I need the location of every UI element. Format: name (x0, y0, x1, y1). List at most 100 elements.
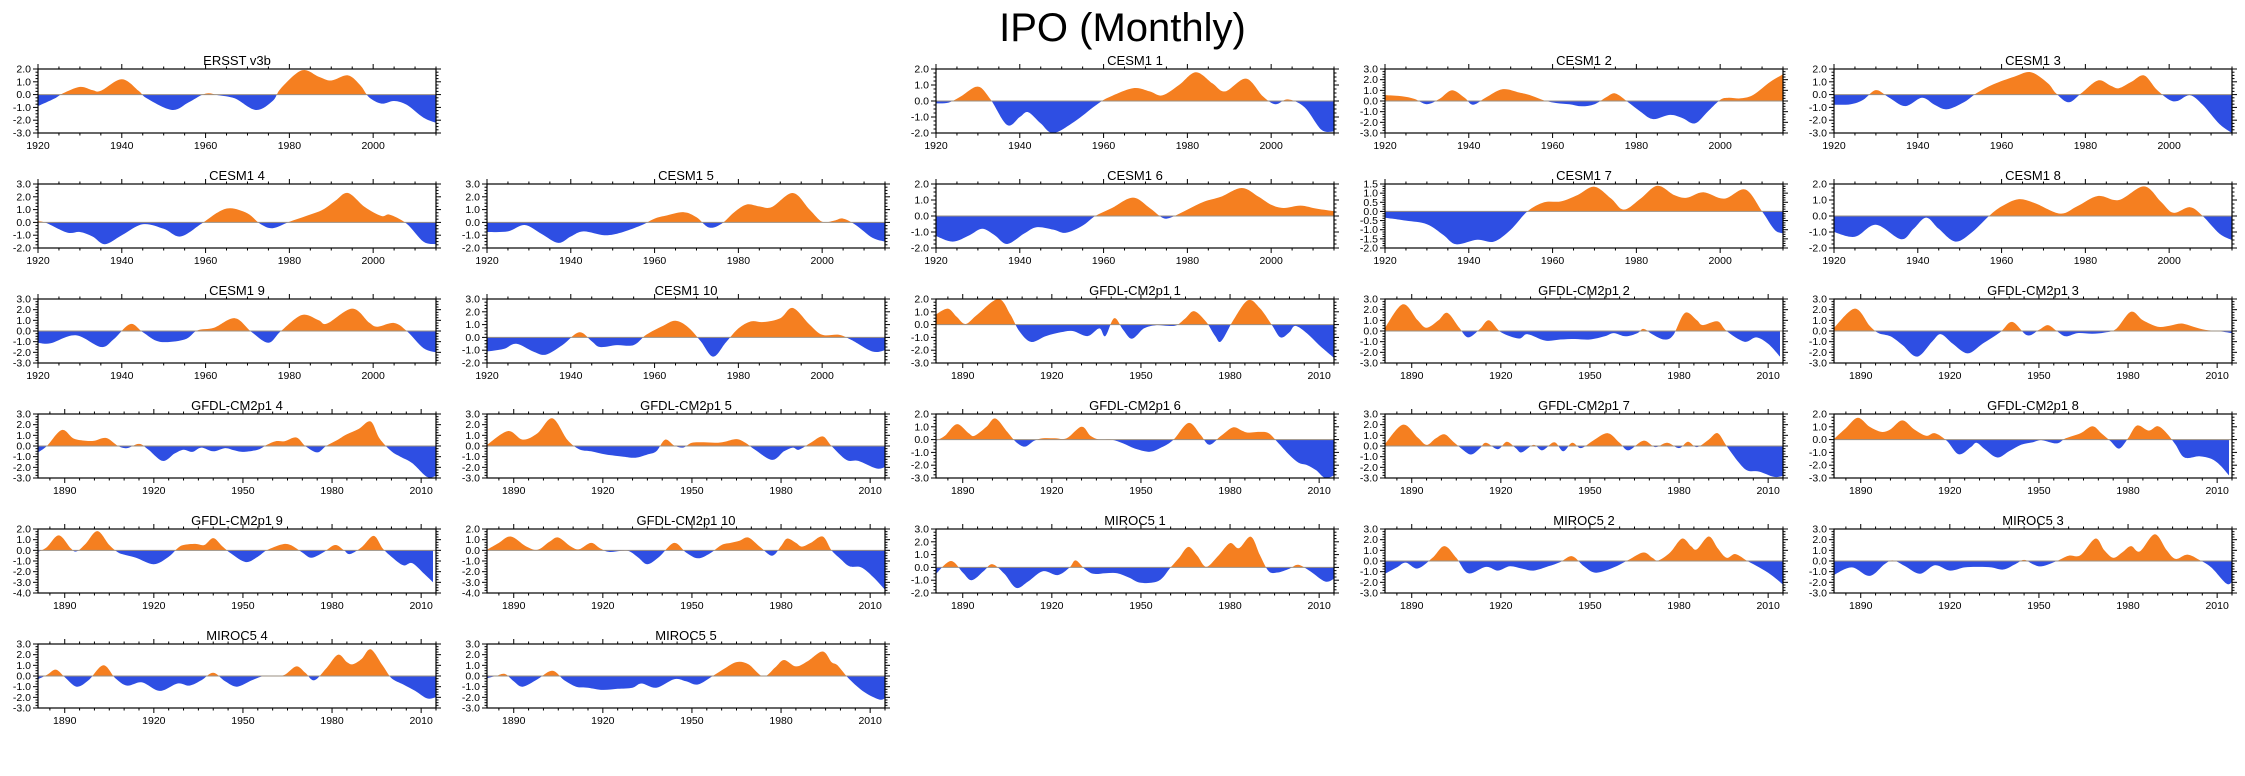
x-tick-label: 1890 (1400, 600, 1424, 612)
negative-area (1385, 446, 1783, 478)
positive-area (936, 188, 1334, 216)
x-tick-label: 1920 (142, 485, 166, 497)
positive-area (487, 307, 885, 338)
y-tick-label: -1.0 (13, 102, 31, 114)
y-tick-label: -2.0 (13, 243, 31, 255)
y-tick-label: -2.0 (462, 358, 480, 370)
y-tick-label: -1.0 (13, 230, 31, 242)
y-tick-label: 0.0 (1363, 556, 1378, 568)
y-tick-label: 0.0 (1363, 206, 1378, 218)
x-tick-label: 1920 (1373, 255, 1397, 267)
y-tick-label: 3.0 (914, 524, 929, 536)
x-tick-label: 1960 (194, 255, 218, 267)
x-tick-label: 1890 (53, 600, 77, 612)
y-tick-label: 1.0 (1812, 315, 1827, 327)
x-tick-label: 2000 (810, 370, 834, 382)
y-tick-label: 2.0 (16, 649, 31, 661)
chart-canvas-gfdl-cm2p1-8: GFDL-CM2p1 8 -3.0-2.0-1.00.01.02.0 1890 192… (1809, 399, 2237, 497)
y-tick-label: 1.0 (1812, 545, 1827, 557)
positive-area (38, 531, 433, 551)
negative-area (44, 222, 436, 245)
y-tick-label: 2.0 (16, 191, 31, 203)
y-tick-label: -1.0 (462, 681, 480, 693)
chart-panel-cesm1-8: CESM1 8 -2.0 -1.0 0.0 1.0 2.0 1920 1940 1960 1980… (1796, 169, 2245, 284)
x-tick-label: 1980 (1218, 370, 1242, 382)
y-tick-label: 2.0 (1363, 419, 1378, 431)
x-tick-label: 1890 (502, 600, 526, 612)
chart-panel-miroc5-3: MIROC5 3 -3.0 -2.0 -1.0 0.0 1.0 2.0 3.0 1890 1920… (1796, 514, 2245, 629)
negative-area (487, 446, 885, 469)
chart-panel-cesm1-9: CESM1 9 -3.0 -2.0 -1.0 0.0 1.0 2.0 3.0 1920 1940 1… (0, 284, 449, 399)
x-tick-label: 1980 (278, 140, 302, 152)
chart-panel-ersst-v3b: ERSST v3b -3.0 -2.0 -1.0 0.0 1.0 2.0 1920 1940 19… (0, 54, 449, 169)
y-tick-label: -1.0 (13, 451, 31, 463)
x-tick-label: 1920 (1822, 255, 1846, 267)
y-tick-label: 2.0 (465, 524, 480, 536)
y-tick-label: 2.0 (465, 649, 480, 661)
y-tick-label: -1.0 (1809, 447, 1827, 459)
y-tick-label: 2.0 (465, 306, 480, 318)
panel-title: GFDL-CM2p1 1 (1089, 284, 1181, 298)
x-tick-label: 2000 (810, 255, 834, 267)
x-tick-label: 1940 (110, 255, 134, 267)
y-tick-label: -1.0 (13, 336, 31, 348)
x-tick-label: 1920 (924, 140, 948, 152)
chart-panel-cesm1-6: CESM1 6 -2.0 -1.0 0.0 1.0 2.0 1920 1940 1960 1980… (898, 169, 1347, 284)
y-tick-label: -3.0 (13, 577, 31, 589)
panel-title: MIROC5 4 (206, 629, 267, 643)
y-tick-label: 2.0 (1812, 64, 1827, 76)
y-tick-label: 1.0 (914, 549, 929, 561)
panel-title: GFDL-CM2p1 5 (640, 399, 732, 413)
y-tick-label: -3.0 (13, 358, 31, 370)
chart-canvas-cesm1-4: CESM1 4 -2.0-1.00.01.02.03.0 1920 1940 1960 1… (13, 169, 441, 267)
y-tick-label: 1.0 (914, 80, 929, 92)
y-tick-label: 0.0 (1812, 556, 1827, 568)
y-tick-label: -2.0 (13, 692, 31, 704)
y-tick-label: 3.0 (16, 294, 31, 306)
y-tick-label: 2.0 (16, 64, 31, 76)
x-tick-label: 1980 (1667, 370, 1691, 382)
y-tick-label: 0.0 (465, 441, 480, 453)
y-tick-label: 1.0 (914, 195, 929, 207)
x-tick-label: 1920 (1822, 140, 1846, 152)
chart-panel-cesm1-5: CESM1 5 -2.0 -1.0 0.0 1.0 2.0 3.0 1920 1940 1960 1… (449, 169, 898, 284)
y-tick-label: 2.0 (914, 179, 929, 191)
y-tick-label: -3.0 (462, 577, 480, 589)
y-tick-label: 1.5 (1363, 179, 1378, 191)
x-tick-label: 1950 (231, 600, 255, 612)
y-tick-label: -3.0 (911, 473, 929, 485)
panel-title: GFDL-CM2p1 6 (1089, 399, 1181, 413)
chart-canvas-cesm1-1: CESM1 1 -2.0 -1.0 0.0 1.0 2.0 1920 1940 1960 1980… (911, 54, 1339, 152)
y-tick-label: 1.0 (465, 534, 480, 546)
x-tick-label: 1960 (1541, 255, 1565, 267)
y-tick-label: -1.0 (911, 447, 929, 459)
x-tick-label: 2000 (1259, 140, 1283, 152)
negative-area (1834, 216, 2232, 242)
x-tick-label: 1960 (1990, 255, 2014, 267)
y-tick-label: 3.0 (1363, 294, 1378, 306)
x-tick-label: 1980 (769, 485, 793, 497)
x-tick-label: 2010 (409, 485, 433, 497)
positive-area (1834, 534, 2232, 561)
x-tick-label: 1980 (320, 485, 344, 497)
y-tick-label: 1.0 (1363, 85, 1378, 97)
x-tick-label: 1950 (231, 715, 255, 727)
y-tick-label: -3.0 (1360, 473, 1378, 485)
y-tick-label: 2.0 (1363, 534, 1378, 546)
x-tick-label: 1920 (1938, 485, 1962, 497)
x-tick-label: 1950 (1129, 485, 1153, 497)
chart-panel-gfdl-cm2p1-9: GFDL-CM2p1 9 -4.0 -3.0 -2.0 -1.0 0.0 1.0 2.0 189… (0, 514, 449, 629)
y-tick-label: -2.0 (911, 460, 929, 472)
y-tick-label: -3.0 (462, 473, 480, 485)
x-tick-label: 1920 (1040, 485, 1064, 497)
x-tick-label: 1890 (951, 600, 975, 612)
positive-area (1834, 417, 2229, 440)
chart-canvas-gfdl-cm2p1-10: GFDL-CM2p1 10 -4.0-3.0-2.0-1.00.01.02.0 18… (462, 514, 890, 612)
x-tick-label: 1920 (591, 600, 615, 612)
y-tick-label: 2.0 (1363, 304, 1378, 316)
y-tick-label: -2.0 (1809, 115, 1827, 127)
y-tick-label: 1.0 (1363, 315, 1378, 327)
y-tick-label: -3.0 (1360, 358, 1378, 370)
panel-title: CESM1 8 (2005, 169, 2061, 183)
x-tick-label: 1950 (1578, 600, 1602, 612)
